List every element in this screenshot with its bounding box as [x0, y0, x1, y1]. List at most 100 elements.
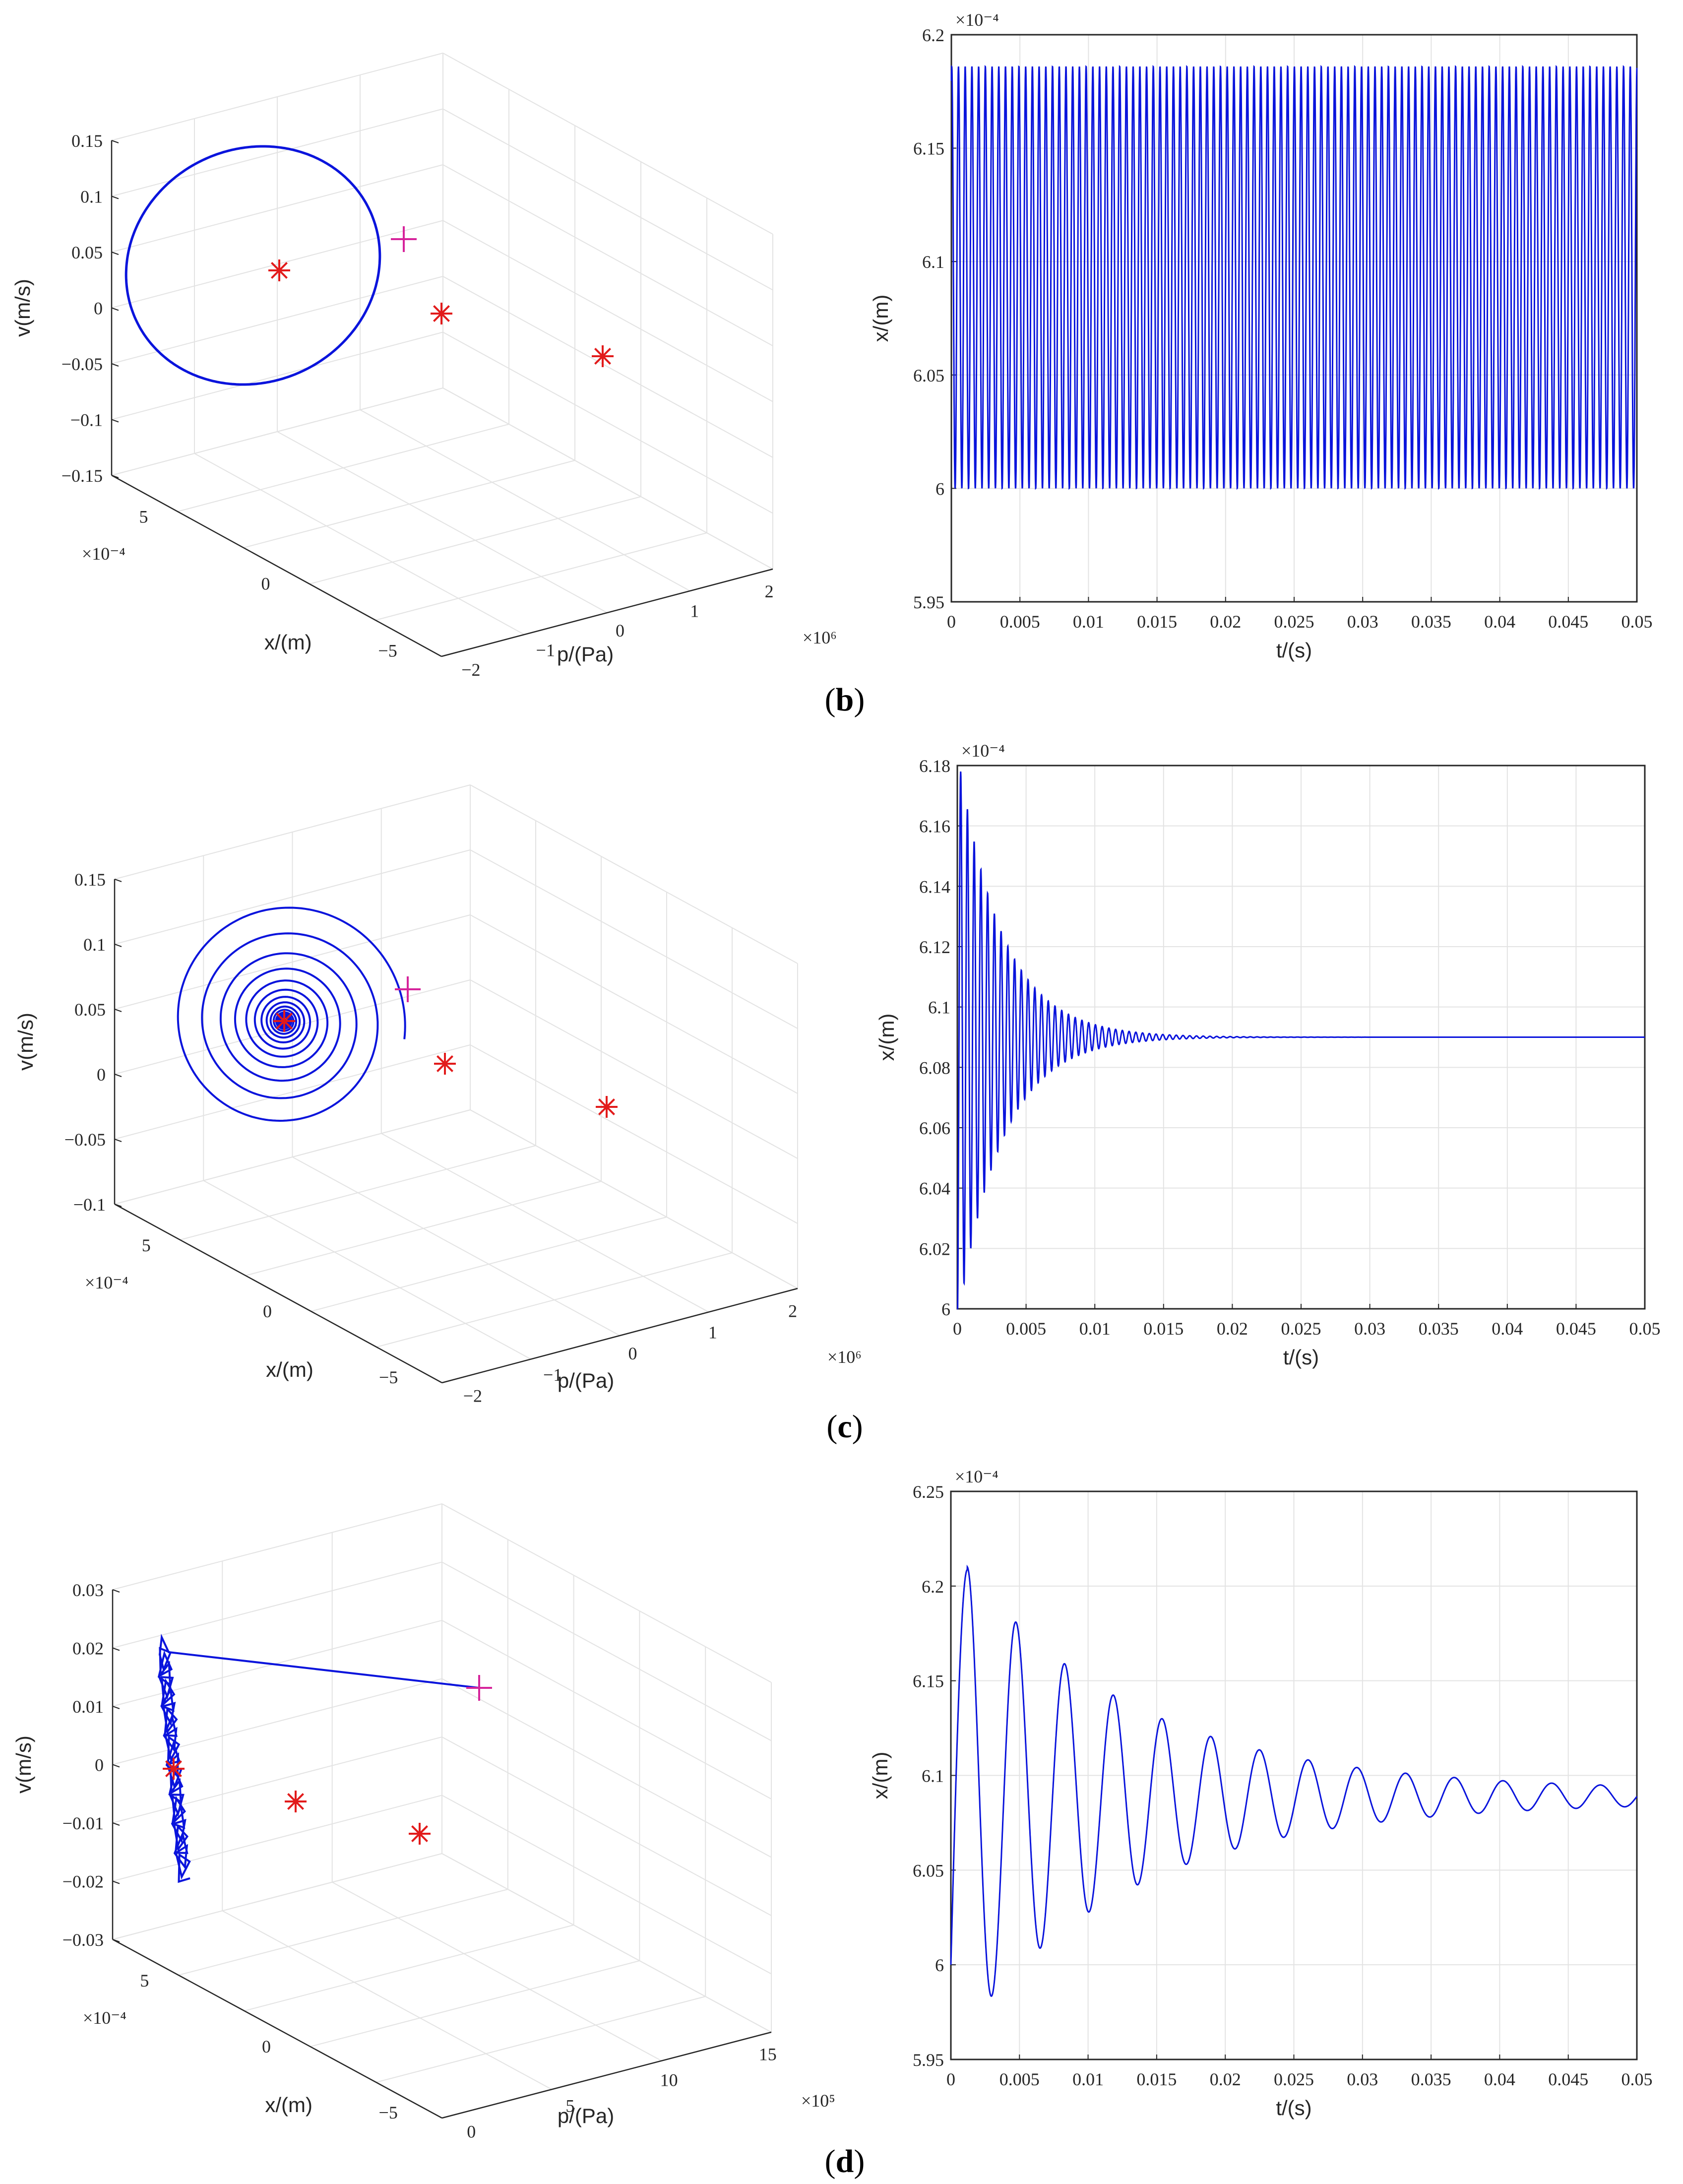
equilibrium-marker — [434, 1053, 456, 1075]
z-tick — [114, 1074, 122, 1077]
z-tick-label: 0.05 — [74, 1000, 106, 1020]
y-exponent: ×10⁻⁴ — [961, 741, 1005, 761]
z-tick — [114, 1009, 122, 1012]
equilibrium-marker — [273, 1010, 295, 1032]
x-tick-label: 0 — [953, 1319, 962, 1339]
z-tick — [111, 419, 119, 423]
z-tick — [112, 1939, 120, 1942]
x-tick-label: 0.02 — [1210, 2069, 1241, 2089]
p-axis-line — [441, 1287, 798, 1384]
floor-gridline — [375, 1996, 706, 2083]
p-exponent: ×10⁶ — [827, 1347, 862, 1367]
x-tick-label: 0.005 — [1000, 612, 1040, 632]
z-tick-label: −0.1 — [70, 410, 103, 430]
wall-gridline — [470, 979, 798, 1159]
floor-gridline — [292, 1156, 620, 1336]
wall-gridline — [441, 1503, 772, 1683]
equilibrium-marker — [596, 1096, 618, 1118]
p-tick-label: −1 — [543, 1365, 562, 1385]
wall-gridline — [441, 1620, 772, 1799]
x-tick-label: 0.005 — [999, 2069, 1040, 2089]
wall-gridline — [441, 1678, 772, 1858]
floor-gridline — [310, 1960, 640, 2047]
x-tick-label: 0.035 — [1419, 1319, 1459, 1339]
floor-gridline — [381, 1133, 709, 1313]
wall-gridline — [441, 1561, 772, 1741]
z-tick — [111, 195, 119, 199]
z-tick-label: 0 — [97, 1065, 106, 1085]
x-tick-label: 0.015 — [1136, 2069, 1177, 2089]
z-tick — [112, 1764, 120, 1768]
y-tick-label: 6.15 — [913, 1671, 944, 1691]
y-tick-label: 6.2 — [922, 25, 944, 45]
y-tick-label: 6 — [935, 1955, 944, 1975]
x-tick-label: 0.045 — [1556, 1319, 1596, 1339]
floor-gridline — [203, 1180, 531, 1360]
y-exponent: ×10⁻⁴ — [955, 10, 999, 30]
y-tick-label: 6.2 — [922, 1577, 944, 1597]
p-tick-label: −2 — [463, 1386, 482, 1406]
panel-b-time-series: 0 0.005 0.01 0.015 0.02 0.025 0.03 0.035 0.04 0.0… — [869, 10, 1653, 662]
z-tick — [111, 140, 119, 143]
x-tick-label: 0.03 — [1347, 2069, 1378, 2089]
z-axis-label: v(m/s) — [14, 1013, 37, 1071]
phase-trajectory — [125, 145, 381, 386]
y-tick-label: 5.95 — [913, 592, 944, 612]
x-tick-label: 0.045 — [1548, 2069, 1588, 2089]
y-tick-label: 6.14 — [919, 877, 950, 897]
wall-gridline — [470, 849, 798, 1029]
floor-gridline — [332, 1881, 662, 2061]
wall-gridline — [442, 53, 773, 235]
z-tick-label: −0.03 — [62, 1930, 104, 1950]
wall-gridline — [470, 914, 798, 1094]
y-tick-label: 6.05 — [913, 366, 944, 385]
z-tick-label: 0 — [95, 1755, 104, 1775]
panel-d-phase-portrait: 0.03 0.02 0.01 0 −0.01 −0.02 −0.03 v(m/s) 5 0 −5 ×1… — [12, 1503, 835, 2141]
y-tick-label: 6.15 — [913, 139, 944, 159]
x-tick-label: 0 — [261, 574, 270, 594]
x-tick-label: 0.015 — [1143, 1319, 1184, 1339]
equilibrium-marker — [431, 303, 452, 324]
start-marker — [395, 976, 421, 1002]
z-tick — [111, 252, 119, 255]
x-tick-label: 0.015 — [1137, 612, 1177, 632]
equilibrium-marker — [268, 259, 290, 281]
y-axis-label: x/(m) — [869, 1752, 892, 1799]
x-tick-label: 5 — [142, 1235, 151, 1255]
z-tick-label: 0.1 — [83, 935, 106, 955]
y-axis-label: x/(m) — [869, 295, 892, 342]
y-tick-label: 6.18 — [919, 756, 950, 776]
z-axis-label: v(m/s) — [12, 1735, 35, 1794]
z-tick-label: −0.15 — [62, 466, 103, 486]
x-tick-label: 0.005 — [1006, 1319, 1046, 1339]
caption-c: (c) — [826, 1409, 863, 1445]
x-exponent: ×10⁻⁴ — [83, 2008, 126, 2028]
x-tick-label: 0.025 — [1274, 2069, 1314, 2089]
z-tick-label: −0.05 — [62, 354, 103, 374]
x-tick-label: 5 — [139, 507, 148, 526]
equilibrium-marker — [285, 1791, 307, 1812]
wall-gridline — [112, 1620, 442, 1707]
y-tick-label: 6 — [941, 1299, 950, 1319]
y-tick-label: 5.95 — [913, 2050, 944, 2070]
wall-gridline — [442, 276, 773, 458]
x-exponent: ×10⁻⁴ — [82, 544, 125, 564]
p-tick-label: 0 — [616, 621, 624, 641]
z-tick — [112, 1647, 120, 1651]
y-exponent: ×10⁻⁴ — [955, 1467, 998, 1486]
z-tick-label: 0.01 — [72, 1697, 104, 1717]
y-tick-label: 6 — [935, 479, 944, 499]
wall-gridline — [441, 1795, 772, 1975]
x-tick-label: 0.01 — [1079, 1319, 1111, 1339]
z-tick-label: 0.1 — [80, 187, 103, 207]
x-tick-label: 0 — [263, 1301, 272, 1321]
z-tick — [112, 1880, 120, 1884]
x-tick-label: 0.025 — [1281, 1319, 1321, 1339]
x-tick-label: 0.045 — [1548, 612, 1588, 632]
wall-gridline — [441, 1736, 772, 1916]
wall-gridline — [442, 331, 773, 514]
z-tick-label: 0.15 — [71, 131, 103, 151]
equilibrium-marker — [592, 345, 614, 367]
wall-gridline — [112, 1853, 442, 1940]
y-tick-label: 6.1 — [922, 252, 944, 272]
